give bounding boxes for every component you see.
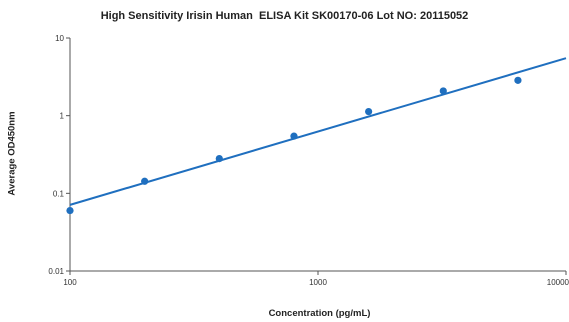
chart-title: High Sensitivity Irisin Human ELISA Kit … [100, 10, 469, 22]
data-point [514, 76, 522, 84]
data-point [365, 107, 373, 116]
y-tick-label: 1 [60, 112, 65, 121]
y-tick-label: 0.1 [53, 189, 65, 198]
y-tick-label: 0.01 [48, 267, 64, 276]
x-tick-label: 1000 [309, 278, 327, 287]
fit-line [69, 57, 567, 206]
x-axis-label: Concentration (pg/mL) [268, 308, 371, 319]
data-point [290, 132, 298, 140]
x-tick-label: 100 [63, 278, 77, 287]
data-point [215, 155, 223, 163]
data-point [141, 177, 149, 185]
x-tick-label: 10000 [547, 278, 569, 287]
y-tick-label: 10 [55, 34, 64, 43]
data-point [439, 87, 447, 95]
data-point [66, 206, 74, 215]
